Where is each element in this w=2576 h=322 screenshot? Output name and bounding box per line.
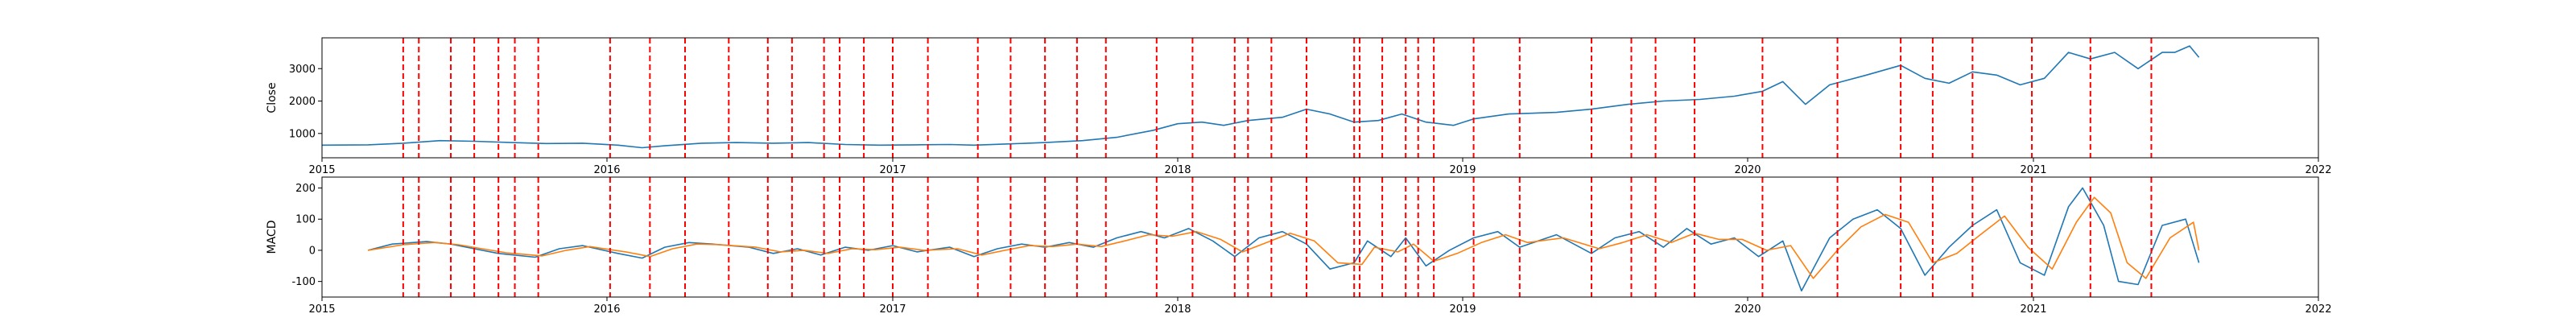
close-xtick-label-2: 2017 (879, 164, 906, 176)
macd-xtick-label-1: 2016 (593, 303, 620, 316)
close-ytick-label-2: 3000 (289, 64, 316, 76)
close-axes-frame (321, 37, 2319, 159)
close-xtick-label-0: 2015 (308, 164, 335, 176)
macd-xtick-label-0: 2015 (308, 303, 335, 316)
macd-ylabel: MACD (266, 221, 279, 254)
macd-chart: 2015 2016 2017 2018 2019 2020 2021 2022 -100 0 100… (266, 176, 2332, 316)
close-price-chart: 2015 2016 2017 2018 2019 2020 2021 2022 1000 2000… (266, 37, 2332, 176)
macd-series-line-0 (368, 187, 2200, 292)
macd-xtick-label-5: 2020 (1734, 303, 1761, 316)
macd-xtick-label-3: 2018 (1164, 303, 1191, 316)
close-xtick-label-4: 2019 (1449, 164, 1476, 176)
close-ylabel: Close (266, 82, 279, 113)
close-xtick-label-6: 2021 (2020, 164, 2046, 176)
macd-ytick-label-3: 200 (295, 183, 316, 195)
macd-ytick-label-1: 0 (309, 245, 316, 257)
close-xtick-label-1: 2016 (593, 164, 620, 176)
close-xtick-label-5: 2020 (1734, 164, 1761, 176)
macd-xtick-label-4: 2019 (1449, 303, 1476, 316)
close-series-line-0 (322, 45, 2200, 149)
macd-axes-frame (321, 176, 2319, 298)
close-xtick-label-3: 2018 (1164, 164, 1191, 176)
macd-ytick-label-2: 100 (295, 214, 316, 226)
close-ytick-label-0: 1000 (289, 128, 316, 140)
macd-xtick-label-7: 2022 (2305, 303, 2331, 316)
close-ytick-label-1: 2000 (289, 96, 316, 108)
macd-xtick-label-2: 2017 (879, 303, 906, 316)
macd-ytick-label-0: -100 (291, 276, 316, 288)
close-xtick-label-7: 2022 (2305, 164, 2331, 176)
macd-xtick-label-6: 2021 (2020, 303, 2046, 316)
macd-series-line-1 (368, 196, 2200, 279)
